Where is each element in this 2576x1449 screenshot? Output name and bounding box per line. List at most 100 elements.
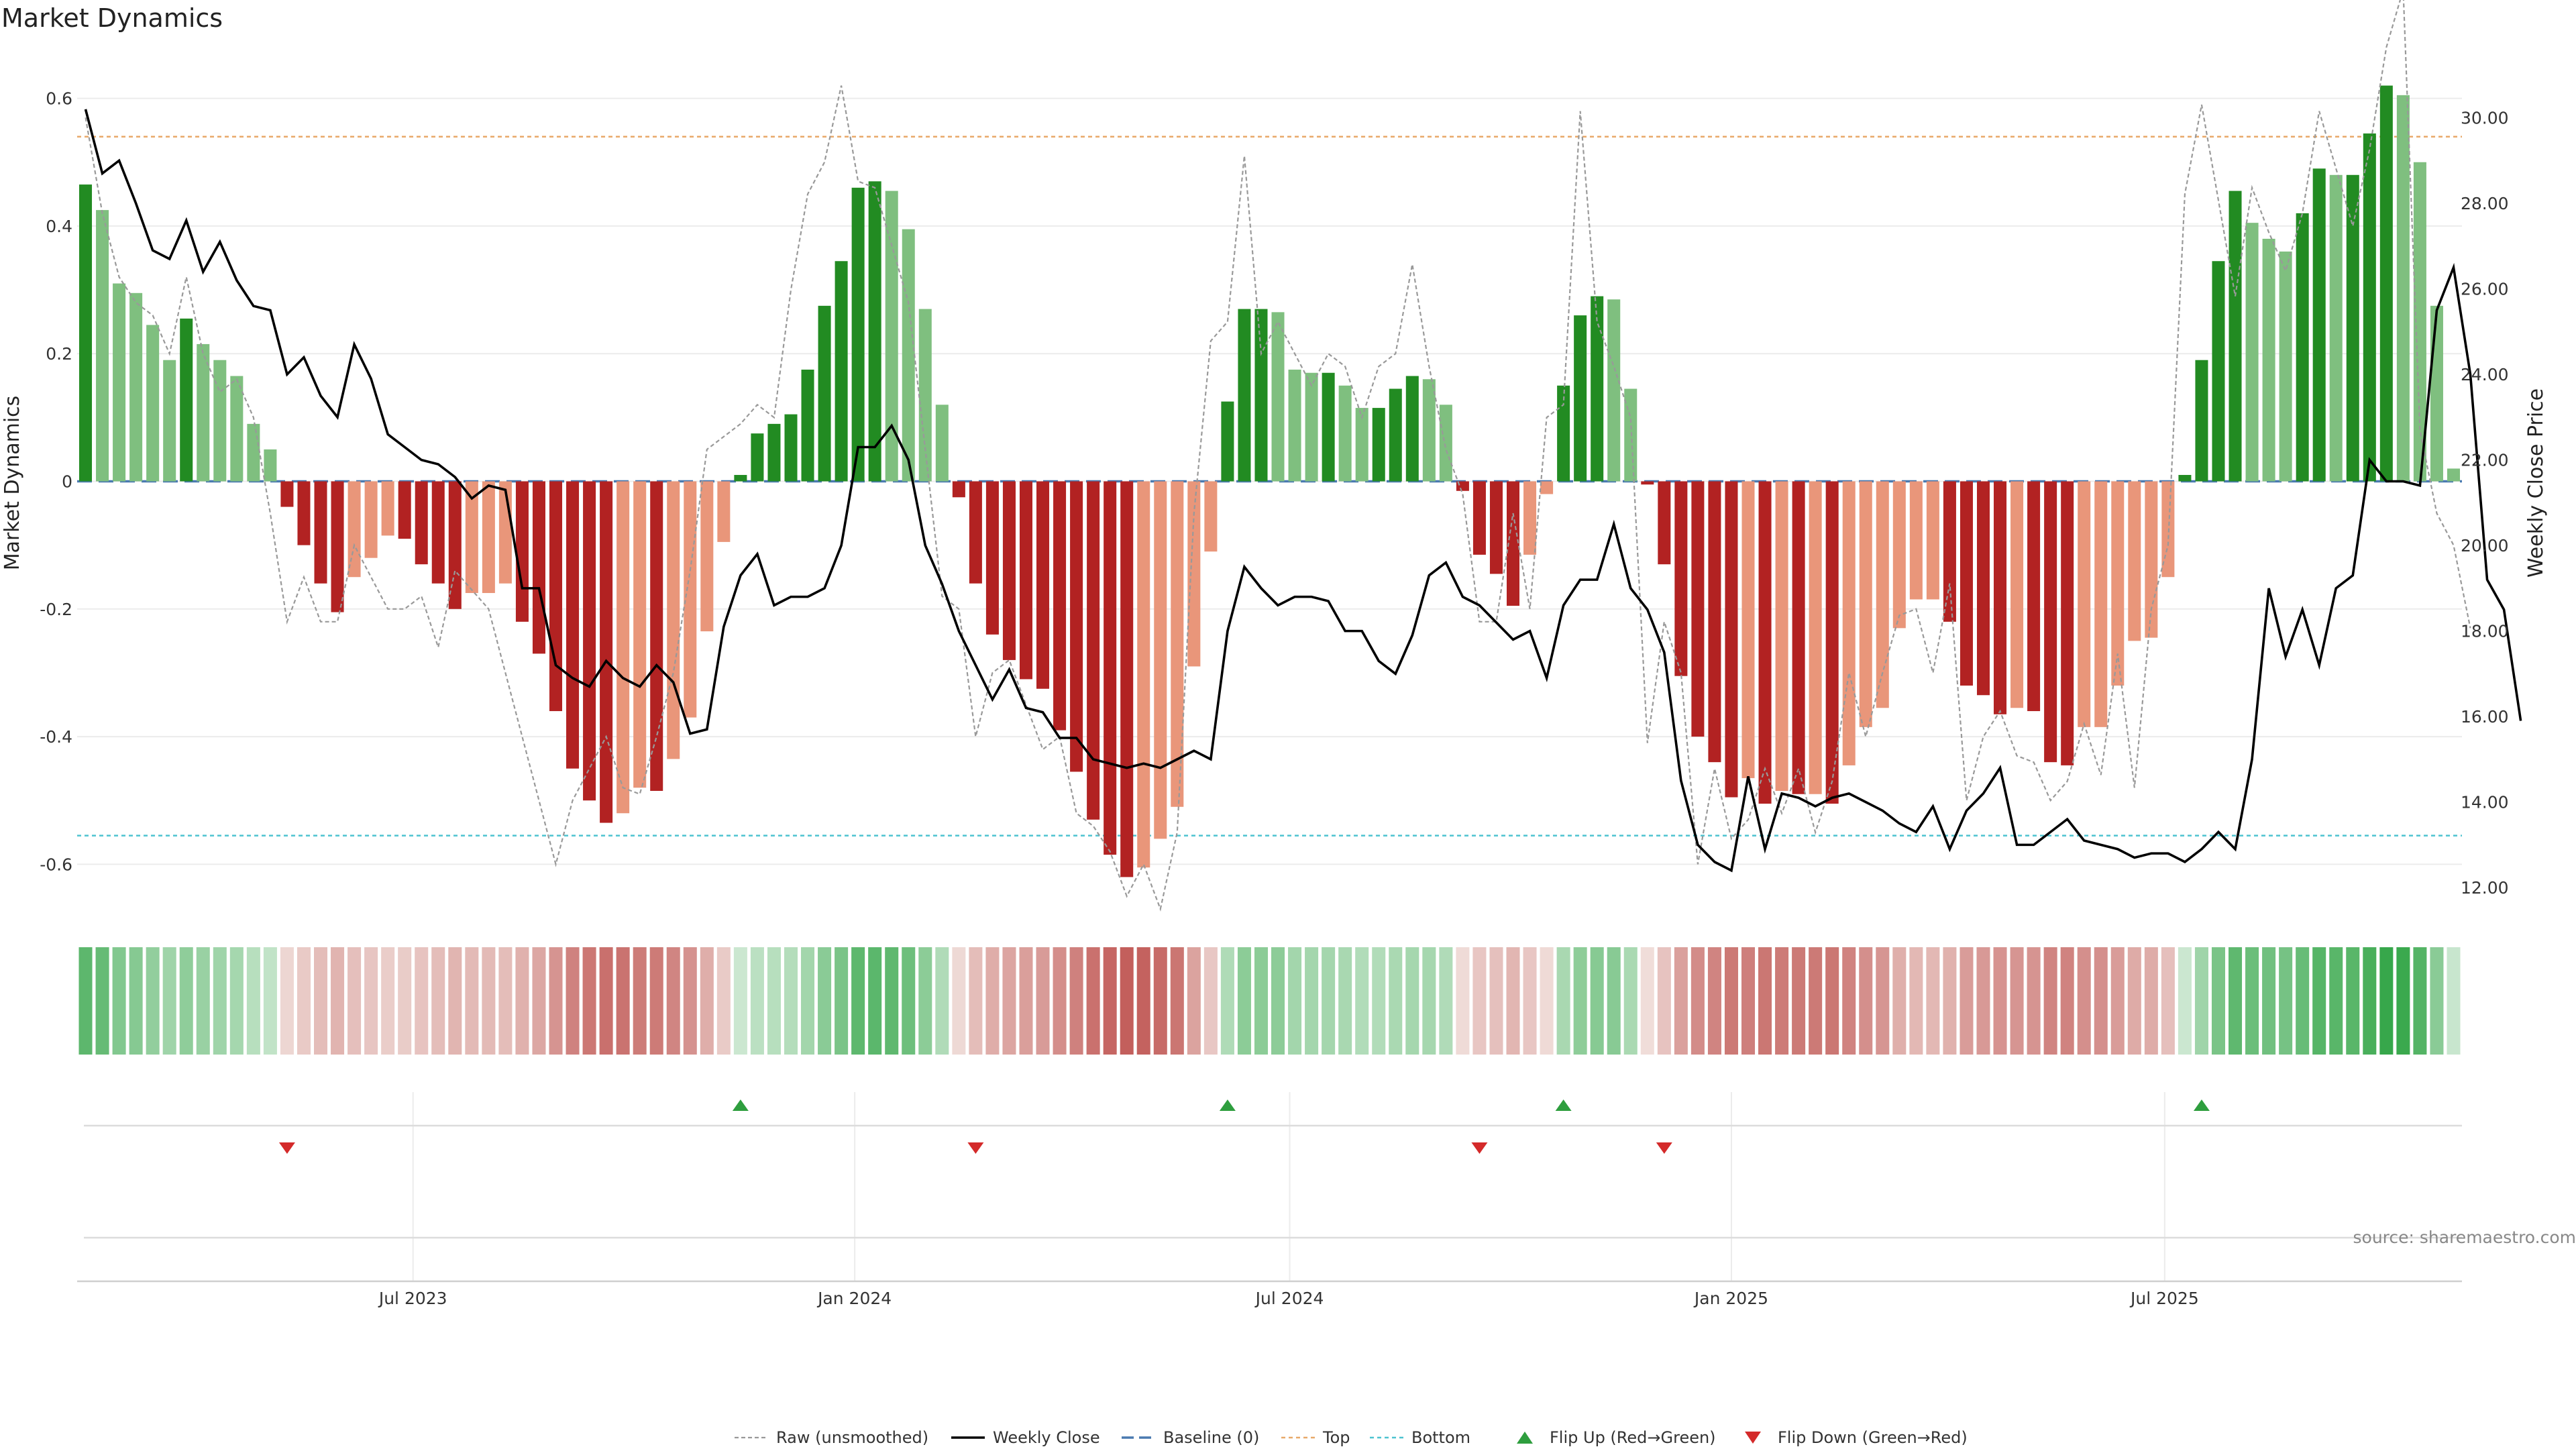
heat-cell	[633, 947, 647, 1055]
heat-cell	[1640, 947, 1654, 1055]
bar	[1338, 385, 1352, 482]
flip-down-marker	[967, 1142, 984, 1154]
bar	[1322, 372, 1335, 482]
heat-cell	[2094, 947, 2108, 1055]
heat-cell	[364, 947, 378, 1055]
bar	[2396, 95, 2410, 482]
x-tick-label: Jan 2024	[816, 1289, 892, 1308]
heat-cell	[549, 947, 563, 1055]
bar	[1372, 408, 1385, 482]
heat-cell	[1809, 947, 1823, 1055]
bar	[2161, 481, 2175, 578]
heat-cell	[2329, 947, 2343, 1055]
legend-flip-up-swatch	[1517, 1432, 1533, 1444]
bar	[734, 474, 747, 482]
heat-cell	[1556, 947, 1570, 1055]
bar	[2195, 360, 2208, 482]
heat-cell	[1758, 947, 1772, 1055]
heat-cell	[2312, 947, 2326, 1055]
bar	[465, 481, 478, 594]
heat-cell	[515, 947, 529, 1055]
y-right-tick-label: 24.00	[2461, 365, 2509, 384]
heat-cell	[935, 947, 949, 1055]
bar	[1305, 372, 1318, 482]
bar	[2346, 174, 2359, 482]
bar	[818, 305, 831, 482]
heat-cell	[1103, 947, 1117, 1055]
bar	[667, 481, 680, 759]
legend-label: Raw (unsmoothed)	[776, 1428, 928, 1447]
heat-cell	[1842, 947, 1856, 1055]
heat-cell	[2413, 947, 2427, 1055]
heat-cell	[78, 947, 93, 1055]
bar	[2229, 191, 2242, 482]
heat-cell	[918, 947, 932, 1055]
bar	[1943, 481, 1956, 622]
heat-cell	[733, 947, 747, 1055]
legend-label: Weekly Close	[993, 1428, 1100, 1447]
y-right-tick-label: 16.00	[2461, 707, 2509, 727]
legend-label: Top	[1322, 1428, 1350, 1447]
heat-cell	[1069, 947, 1083, 1055]
heat-cell	[1036, 947, 1050, 1055]
heat-cell	[2043, 947, 2057, 1055]
heat-cell	[1456, 947, 1470, 1055]
heat-cell	[1086, 947, 1100, 1055]
heat-cell	[649, 947, 663, 1055]
bar	[1960, 481, 1973, 686]
heat-cell	[2363, 947, 2377, 1055]
heat-cell	[1053, 947, 1067, 1055]
heat-cell	[1825, 947, 1839, 1055]
bar	[213, 360, 227, 482]
heat-cell	[196, 947, 210, 1055]
source-label: source: sharemaestro.com	[2353, 1228, 2576, 1247]
bar	[1254, 309, 1268, 482]
heat-cell	[1993, 947, 2007, 1055]
y-tick-label: 0.2	[46, 344, 72, 364]
bar	[2245, 223, 2259, 482]
y-right-tick-label: 12.00	[2461, 878, 2509, 898]
bar	[2061, 481, 2074, 765]
bar	[1909, 481, 1923, 600]
heat-cell	[767, 947, 781, 1055]
bar	[1087, 481, 1100, 820]
bar	[347, 481, 361, 578]
bar	[566, 481, 580, 769]
heat-cell	[2447, 947, 2461, 1055]
bar	[1053, 481, 1067, 731]
heat-cell	[280, 947, 294, 1055]
bar	[1355, 408, 1368, 482]
heat-cell	[1590, 947, 1604, 1055]
heat-cell	[213, 947, 227, 1055]
heat-cell	[112, 947, 126, 1055]
heat-cell	[1203, 947, 1218, 1055]
bar	[448, 481, 462, 609]
heat-cell	[1405, 947, 1419, 1055]
heat-cell	[868, 947, 882, 1055]
legend-item: Top	[1281, 1428, 1350, 1447]
heat-cell	[2010, 947, 2024, 1055]
legend-item: Baseline (0)	[1122, 1428, 1259, 1447]
bar	[2363, 133, 2376, 482]
heat-cell	[313, 947, 328, 1055]
bar	[784, 414, 798, 482]
heat-cell	[2127, 947, 2141, 1055]
heat-cell	[263, 947, 277, 1055]
bar	[247, 423, 260, 482]
bar	[1221, 401, 1234, 482]
bar	[1859, 481, 1872, 727]
heat-cell	[2060, 947, 2074, 1055]
heat-cell	[818, 947, 832, 1055]
bar	[230, 376, 244, 482]
heat-cell	[398, 947, 412, 1055]
bar	[1439, 405, 1452, 482]
heat-cell	[1153, 947, 1167, 1055]
raw-series	[85, 0, 2471, 912]
heat-cell	[2211, 947, 2226, 1055]
bar	[1472, 481, 1486, 555]
bar	[2447, 468, 2460, 482]
heat-cell	[1288, 947, 1302, 1055]
bar	[515, 481, 529, 622]
y-tick-label: 0	[62, 472, 72, 492]
bar	[1674, 481, 1688, 676]
